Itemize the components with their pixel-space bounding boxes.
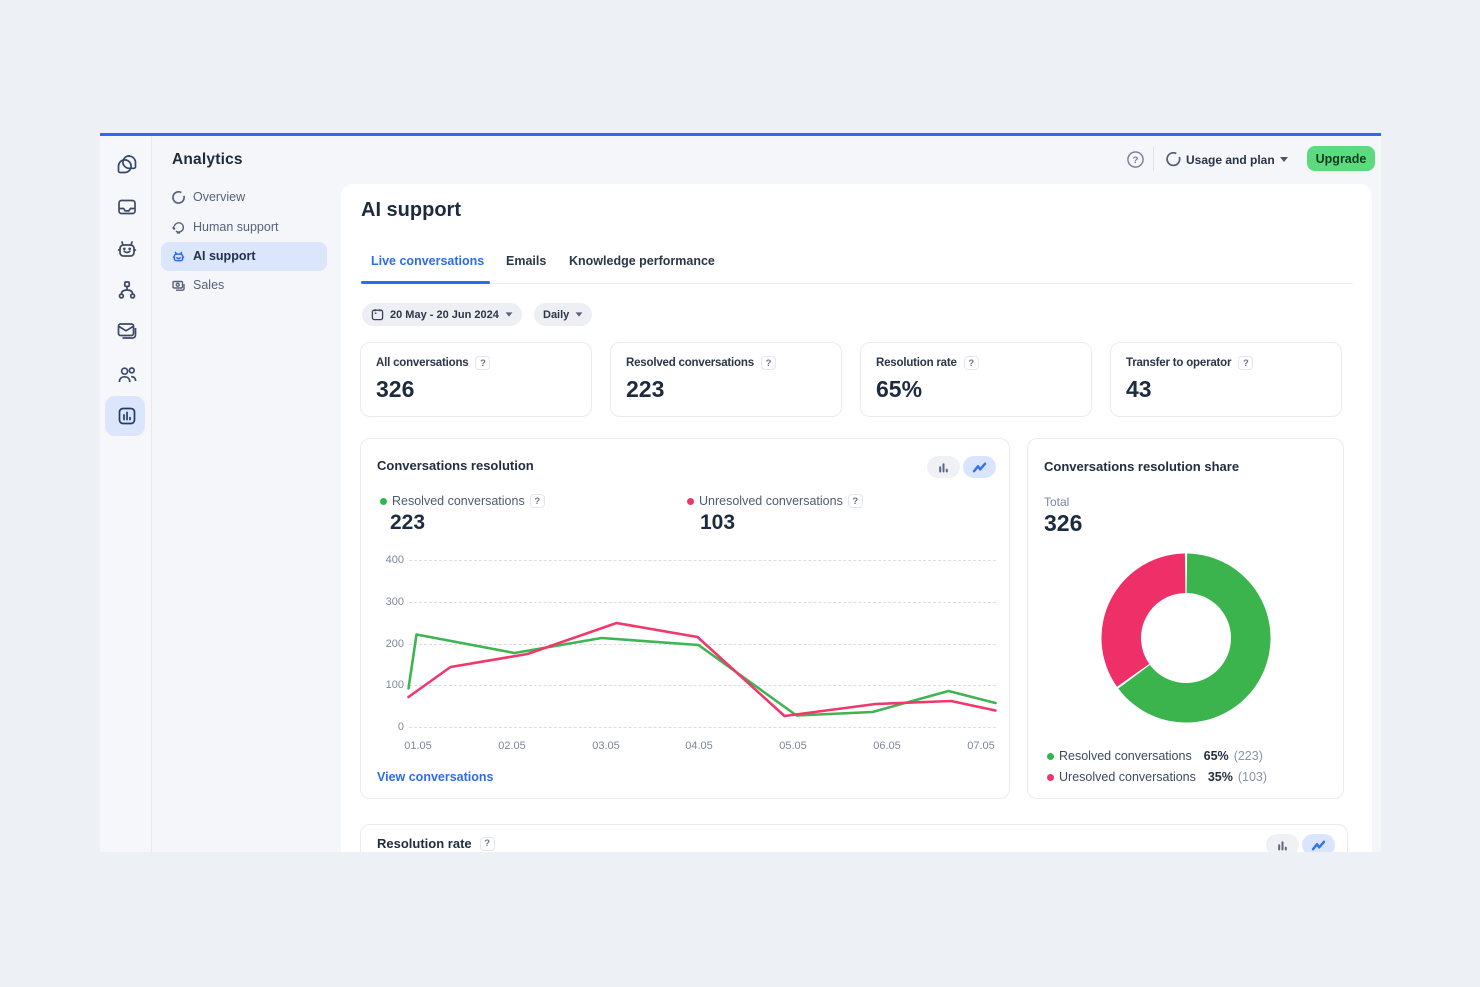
svg-text:?: ? [1133, 155, 1139, 166]
